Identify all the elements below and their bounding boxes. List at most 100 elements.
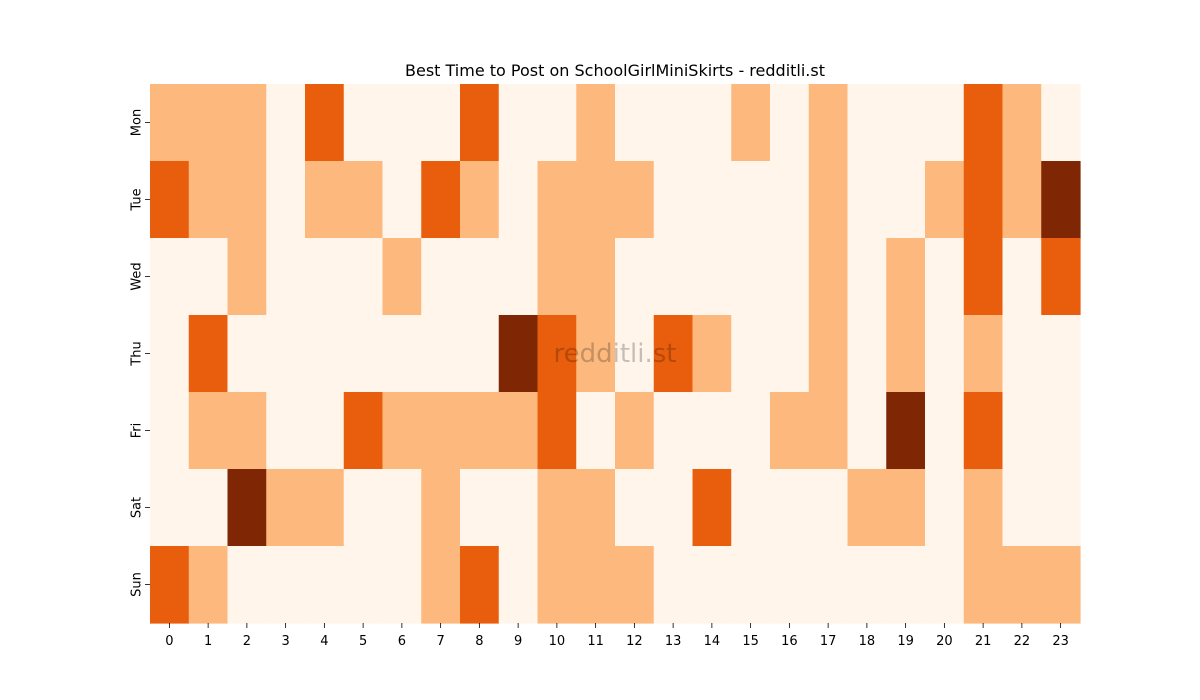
heatmap-cell-fri-0 xyxy=(150,392,190,470)
heatmap-cell-mon-1 xyxy=(188,84,229,162)
x-tick-label: 9 xyxy=(514,634,522,649)
heatmap-cell-wed-2 xyxy=(227,238,267,316)
heatmap-cell-tue-7 xyxy=(421,161,461,239)
heatmap-cell-fri-19 xyxy=(886,392,926,470)
heatmap-cell-wed-11 xyxy=(576,238,616,316)
heatmap-cell-thu-21 xyxy=(963,315,1004,393)
heatmap-cell-sun-13 xyxy=(653,546,694,624)
heatmap-cell-sat-2 xyxy=(227,469,267,547)
heatmap-cell-sat-1 xyxy=(188,469,229,547)
heatmap-cell-mon-8 xyxy=(460,84,500,162)
heatmap-cell-sat-8 xyxy=(460,469,500,547)
heatmap-cell-thu-23 xyxy=(1041,315,1081,393)
heatmap-cell-tue-3 xyxy=(266,161,306,239)
heatmap-cell-thu-9 xyxy=(498,315,539,393)
heatmap-cell-sat-12 xyxy=(615,469,655,547)
heatmap-cell-sat-15 xyxy=(731,469,771,547)
heatmap-cell-mon-23 xyxy=(1041,84,1081,162)
heatmap-cell-tue-22 xyxy=(1002,161,1042,239)
heatmap-cell-mon-12 xyxy=(615,84,655,162)
heatmap-cell-tue-21 xyxy=(963,161,1004,239)
heatmap-cell-tue-13 xyxy=(653,161,694,239)
x-tick-label: 23 xyxy=(1052,634,1069,649)
heatmap-cell-wed-22 xyxy=(1002,238,1042,316)
x-tick-label: 10 xyxy=(549,634,566,649)
heatmap-cell-wed-3 xyxy=(266,238,306,316)
heatmap-cell-fri-5 xyxy=(343,392,384,470)
heatmap-cell-sat-16 xyxy=(770,469,810,547)
heatmap-cell-sun-1 xyxy=(188,546,229,624)
heatmap-cell-wed-12 xyxy=(615,238,655,316)
x-axis: 0 1 2 3 4 5 6 7 8 9 10 11 12 13 14 15 16 17 18 19 20 21 22 23 xyxy=(165,623,1069,649)
heatmap-cell-fri-14 xyxy=(692,392,732,470)
heatmap-cell-fri-7 xyxy=(421,392,461,470)
heatmap-cell-sun-12 xyxy=(615,546,655,624)
x-tick-label: 17 xyxy=(820,634,837,649)
heatmap-cell-sat-18 xyxy=(847,469,887,547)
heatmap-cell-mon-5 xyxy=(343,84,384,162)
heatmap-cell-thu-19 xyxy=(886,315,926,393)
heatmap-cell-thu-3 xyxy=(266,315,306,393)
heatmap-cell-mon-13 xyxy=(653,84,694,162)
x-tick-label: 14 xyxy=(704,634,721,649)
heatmap-cell-sat-5 xyxy=(343,469,384,547)
heatmap-cell-wed-10 xyxy=(537,238,577,316)
heatmap-cell-tue-4 xyxy=(305,161,345,239)
x-tick-label: 20 xyxy=(936,634,953,649)
heatmap-cell-tue-16 xyxy=(770,161,810,239)
heatmap-cell-mon-20 xyxy=(925,84,965,162)
heatmap-cell-tue-10 xyxy=(537,161,577,239)
heatmap-cell-mon-2 xyxy=(227,84,267,162)
heatmap-cell-wed-8 xyxy=(460,238,500,316)
x-tick-label: 13 xyxy=(665,634,682,649)
heatmap-cell-wed-19 xyxy=(886,238,926,316)
x-tick-label: 3 xyxy=(281,634,289,649)
heatmap-cell-fri-11 xyxy=(576,392,616,470)
heatmap-cell-fri-15 xyxy=(731,392,771,470)
heatmap-cell-sat-23 xyxy=(1041,469,1081,547)
heatmap-cell-fri-20 xyxy=(925,392,965,470)
heatmap-cell-sun-7 xyxy=(421,546,461,624)
y-tick-label: Mon xyxy=(130,109,145,136)
heatmap-cell-fri-23 xyxy=(1041,392,1081,470)
heatmap-cell-sat-0 xyxy=(150,469,190,547)
x-tick-label: 5 xyxy=(359,634,367,649)
heatmap-cell-sun-9 xyxy=(498,546,539,624)
heatmap-cell-thu-16 xyxy=(770,315,810,393)
heatmap-cell-fri-13 xyxy=(653,392,694,470)
heatmap-cell-mon-15 xyxy=(731,84,771,162)
heatmap-cell-sat-3 xyxy=(266,469,306,547)
heatmap-cell-fri-12 xyxy=(615,392,655,470)
heatmap-cell-thu-1 xyxy=(188,315,229,393)
y-tick-label: Tue xyxy=(130,188,145,211)
heatmap-cell-mon-19 xyxy=(886,84,926,162)
x-tick-label: 0 xyxy=(165,634,173,649)
heatmap-cell-sun-4 xyxy=(305,546,345,624)
heatmap-cell-wed-7 xyxy=(421,238,461,316)
heatmap-cell-sat-10 xyxy=(537,469,577,547)
heatmap-cell-tue-8 xyxy=(460,161,500,239)
watermark: redditli.st xyxy=(554,339,677,369)
heatmap-cell-tue-14 xyxy=(692,161,732,239)
heatmap-cell-thu-7 xyxy=(421,315,461,393)
heatmap-cell-sun-5 xyxy=(343,546,384,624)
heatmap-cell-sun-11 xyxy=(576,546,616,624)
heatmap-cell-wed-16 xyxy=(770,238,810,316)
heatmap-cell-fri-8 xyxy=(460,392,500,470)
heatmap-cell-thu-11 xyxy=(576,315,616,393)
heatmap-cell-sun-0 xyxy=(150,546,190,624)
heatmap-cell-thu-18 xyxy=(847,315,887,393)
x-tick-label: 22 xyxy=(1014,634,1031,649)
heatmap-cell-tue-9 xyxy=(498,161,539,239)
y-tick-label: Fri xyxy=(130,423,145,439)
heatmap-cell-mon-4 xyxy=(305,84,345,162)
heatmap-cell-wed-4 xyxy=(305,238,345,316)
heatmap-cell-thu-0 xyxy=(150,315,190,393)
x-tick-label: 11 xyxy=(587,634,604,649)
heatmap-cell-thu-20 xyxy=(925,315,965,393)
y-tick-label: Wed xyxy=(130,262,145,290)
heatmap-cell-wed-14 xyxy=(692,238,732,316)
heatmap-cell-tue-19 xyxy=(886,161,926,239)
heatmap-cell-sat-19 xyxy=(886,469,926,547)
